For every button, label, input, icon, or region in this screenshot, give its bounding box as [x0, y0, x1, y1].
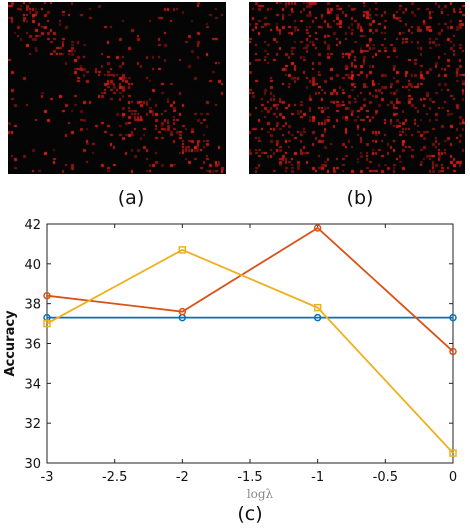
series-3-point [449, 449, 457, 457]
x-tick-label: -3 [41, 470, 54, 485]
y-tick-label: 38 [24, 298, 41, 313]
x-tick-label: -1 [311, 470, 324, 485]
x-axis-label: logλ [247, 487, 274, 501]
panel-label-c: (c) [237, 503, 263, 525]
panel-label-b: (b) [346, 187, 374, 209]
accuracy-line-chart: -3 -2.5 -2 -1.5 -1 -0.5 0 30 32 34 36 38 40 42 Accura… [3, 218, 457, 501]
x-tick-label: -0.5 [373, 470, 398, 485]
y-axis-label: Accuracy [3, 310, 18, 377]
series-2-point [43, 291, 51, 300]
heatmap-a [8, 2, 226, 174]
y-tick-label: 30 [24, 457, 41, 472]
heatmap-a-canvas [8, 2, 226, 174]
series-1-point [449, 313, 457, 322]
y-tick-label: 34 [24, 377, 41, 392]
x-tick-label: 0 [449, 470, 457, 485]
x-tick-label: -2.5 [102, 470, 127, 485]
y-tick-label: 40 [24, 258, 41, 273]
series-3-point [178, 246, 187, 254]
x-tick-label: -2 [176, 470, 189, 485]
series-line-2 [46, 226, 454, 353]
series-3-point [313, 303, 322, 312]
y-tick-label: 36 [24, 338, 41, 353]
chart-axes: -3 -2.5 -2 -1.5 -1 -0.5 0 30 32 34 36 38 40 42 [24, 218, 457, 485]
y-tick-label: 32 [24, 417, 41, 432]
series-3-point [43, 319, 51, 328]
heatmap-b-canvas [249, 2, 465, 174]
series-line-3 [46, 248, 454, 454]
panel-label-a: (a) [117, 187, 145, 209]
chart-series [43, 224, 457, 457]
series-2-point [449, 347, 457, 356]
heatmap-b [249, 2, 465, 174]
series-2-point [178, 307, 187, 316]
x-tick-label: -1.5 [237, 470, 262, 485]
series-1-point [313, 313, 322, 322]
plot-frame [46, 223, 454, 464]
series-2-point [313, 224, 322, 232]
y-tick-label: 42 [24, 218, 41, 233]
